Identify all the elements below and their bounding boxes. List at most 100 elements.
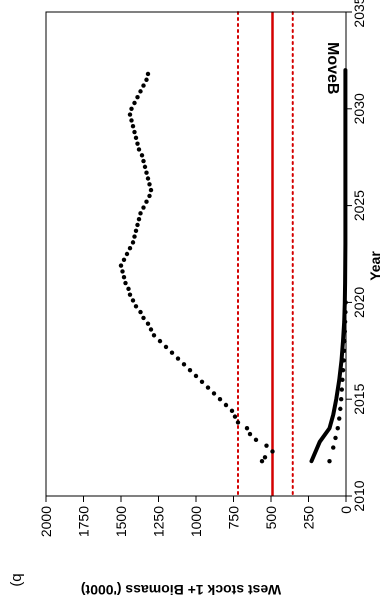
series-1-point	[138, 211, 143, 216]
series-1-point	[148, 327, 154, 332]
series-1-point	[133, 304, 139, 309]
series-1-point	[130, 240, 136, 245]
series-1-point	[129, 118, 134, 123]
series-1-point	[135, 141, 140, 146]
series-1-point	[121, 275, 127, 280]
series-1-point	[193, 373, 199, 379]
y-tick-label: 500	[263, 506, 279, 530]
series-1-point	[127, 292, 133, 297]
x-tick-label: 2035	[351, 0, 367, 28]
series-3-point	[331, 445, 336, 450]
series-1-point	[132, 129, 137, 135]
y-tick-label: 1000	[188, 506, 204, 537]
series-1-point	[135, 222, 140, 228]
series-1-point	[235, 420, 241, 425]
series-3-point	[343, 309, 348, 315]
series-1-point	[157, 338, 163, 344]
series-1-point	[145, 176, 151, 181]
series-1-point	[124, 251, 130, 257]
series-1-point	[147, 193, 152, 199]
series-1-point	[132, 234, 137, 239]
plot-area	[118, 11, 348, 497]
series-1-point	[199, 379, 205, 384]
series-1-point	[133, 135, 139, 141]
series-1-point	[136, 216, 142, 222]
x-tick-label: 2030	[351, 93, 367, 124]
series-1-point	[270, 449, 275, 454]
series-1-point	[232, 414, 238, 419]
series-1-point	[126, 286, 131, 292]
series-1-point	[217, 397, 223, 402]
series-1-point	[262, 455, 268, 460]
x-axis-title: Year	[367, 251, 380, 281]
plot-border	[45, 11, 347, 497]
series-1-point	[253, 437, 259, 443]
series-3-point	[333, 435, 338, 441]
series-2-line	[309, 68, 348, 464]
series-1-point	[141, 158, 146, 164]
x-tick-label: 2015	[351, 383, 367, 414]
series-1-point	[169, 350, 175, 355]
series-1-point	[148, 187, 154, 193]
series-1-point	[130, 124, 136, 129]
series-3-point	[335, 426, 340, 431]
series-1-point	[259, 458, 265, 464]
series-1-point	[135, 94, 140, 100]
series-1-point	[141, 315, 146, 321]
series-1-point	[142, 164, 148, 170]
x-tick-label: 2020	[351, 287, 367, 318]
series-3-point	[327, 458, 332, 464]
series-1-point	[144, 199, 149, 204]
series-1-point	[211, 391, 217, 396]
series-1-point	[138, 309, 143, 315]
series-3-point	[340, 367, 346, 373]
series-3-point	[339, 397, 344, 402]
series-1-point	[144, 170, 149, 175]
series-1-point	[223, 402, 229, 408]
series-1-point	[244, 426, 250, 431]
series-1-point	[145, 321, 151, 326]
series-1-point	[132, 100, 137, 106]
series-1-point	[247, 431, 253, 437]
series-1-point	[141, 83, 146, 88]
panel-label: MoveB	[324, 42, 341, 94]
series-1-point	[205, 385, 211, 390]
series-1-point	[133, 228, 139, 233]
panel-tag: b)	[9, 573, 26, 586]
y-tick-label: 750	[226, 506, 242, 530]
series-3-point	[338, 406, 343, 412]
series-1-point	[264, 443, 269, 448]
series-1-point	[163, 344, 169, 350]
series-1-point	[136, 147, 142, 152]
x-tick-label: 2010	[351, 480, 367, 511]
y-tick-label: 1750	[76, 506, 92, 537]
y-tick-label: 250	[301, 506, 317, 530]
series-1-point	[120, 269, 125, 274]
series-3-point	[341, 358, 346, 363]
series-1-point	[118, 263, 124, 268]
series-3-point	[339, 387, 344, 392]
series-1-point	[121, 257, 127, 263]
series-3-point	[337, 416, 342, 421]
series-1-point	[141, 205, 146, 210]
y-tick-label: 2000	[38, 506, 54, 537]
series-3-point	[342, 319, 348, 324]
series-1-point	[139, 153, 145, 158]
series-1-point	[187, 367, 193, 373]
series-1-point	[181, 362, 187, 367]
series-1-point	[175, 356, 181, 361]
axes: 2010 2015 2020 2025 2030 2035 0 250 500 750 1000 12…	[38, 0, 367, 537]
series-1-point	[138, 89, 143, 94]
y-tick-label: 1500	[113, 506, 129, 537]
series-1-point	[144, 77, 149, 82]
series-1-point	[127, 245, 133, 251]
labels: MoveB Year West stock 1+ Biomass ('000t) b)	[9, 42, 380, 598]
y-axis-title: West stock 1+ Biomass ('000t)	[81, 582, 281, 598]
series-1-point	[147, 182, 152, 187]
x-tick-label: 2025	[351, 190, 367, 221]
series-1-point	[130, 298, 136, 303]
series-1-point	[229, 408, 235, 414]
series-1-point	[151, 333, 157, 338]
series-1-point	[129, 106, 134, 112]
y-tick-label: 0	[338, 506, 354, 514]
